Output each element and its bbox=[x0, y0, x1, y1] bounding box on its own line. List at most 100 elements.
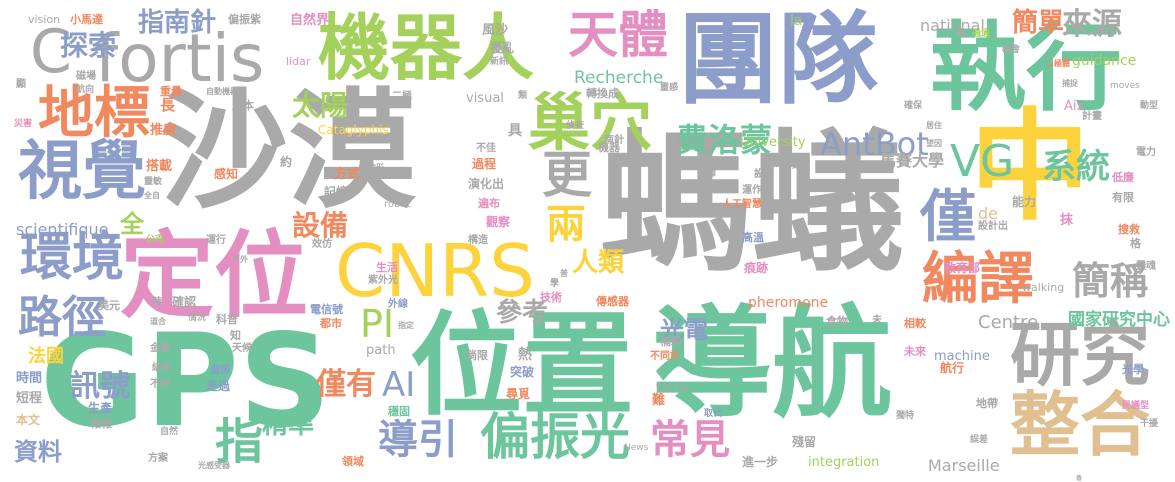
word-xiaomada: 小馬達 bbox=[70, 13, 103, 26]
word-tupo: 突破 bbox=[510, 365, 535, 379]
word-xian: 顯 bbox=[16, 79, 26, 90]
word-university: University bbox=[740, 135, 806, 150]
word-ge: 格 bbox=[1130, 237, 1141, 250]
word-ganzhi: 感知 bbox=[214, 167, 239, 181]
word-linggan: 靈感 bbox=[660, 83, 679, 93]
word-weizhi: 位置 bbox=[410, 301, 634, 431]
word-wei: 未 bbox=[872, 315, 882, 326]
word-yunzuo: 運作 bbox=[742, 185, 762, 196]
word-xinxun: 新訊 bbox=[490, 57, 509, 67]
word-la: la bbox=[790, 13, 803, 29]
word-linghun: 靈魂 bbox=[1136, 261, 1156, 272]
word-butongyu: 不同於 bbox=[650, 351, 680, 362]
word-xiang: 香 bbox=[1076, 475, 1083, 482]
word-bianbu: 遍布 bbox=[478, 197, 500, 210]
word-rengong: 人工智慧 bbox=[722, 199, 762, 210]
word-guancha: 觀察 bbox=[486, 215, 511, 229]
word-pi: PI bbox=[360, 302, 395, 346]
word-cataglyphis: Cataglyphis bbox=[318, 123, 389, 137]
word-ziranjie: 自然界 bbox=[290, 13, 330, 28]
word-shebei: 設備 bbox=[292, 209, 349, 242]
word-ganrao: 干擾 bbox=[1140, 419, 1159, 429]
word-juzhu: 居住 bbox=[926, 121, 942, 130]
word-pianzhenzi: 偏振紫 bbox=[228, 13, 261, 26]
word-baobao: 報報 bbox=[90, 417, 112, 430]
word-zouguo: 走過 bbox=[206, 379, 231, 393]
word-ju: 具 bbox=[508, 123, 522, 139]
word-zhenghe: 整合 bbox=[1010, 384, 1150, 466]
word-guidance: guidance bbox=[1072, 53, 1137, 69]
word-zhi: 指 bbox=[215, 414, 264, 470]
word-pianzhen: 偏振 bbox=[210, 365, 230, 376]
word-news: News bbox=[624, 443, 649, 453]
word-guangdian: 光電 bbox=[660, 316, 708, 344]
word-bujia: 不佳 bbox=[476, 143, 496, 154]
word-soujiu: 搜救 bbox=[1118, 223, 1140, 236]
word-vg: VG bbox=[950, 136, 1015, 187]
word-jinshu: 金屬 bbox=[150, 343, 170, 354]
word-liang: 兩 bbox=[546, 202, 586, 248]
word-fengsha: 風沙 bbox=[482, 23, 509, 38]
word-bianyi: 編譯 bbox=[922, 247, 1034, 312]
word-gaowen: 高溫 bbox=[742, 231, 764, 244]
word-walking: walking bbox=[1022, 281, 1065, 294]
word-lujing: 路徑 bbox=[18, 292, 106, 343]
word-leida: 雷達 bbox=[780, 157, 805, 171]
word-lidar: lidar bbox=[286, 55, 311, 68]
word-wengu: 穩固 bbox=[388, 405, 410, 418]
word-mo: 抹 bbox=[1060, 213, 1074, 228]
word-canliu: 殘留 bbox=[792, 435, 817, 449]
word-antbot: AntBot bbox=[820, 125, 929, 163]
word-tianti: 天體 bbox=[568, 6, 668, 64]
word-ziran: 自然 bbox=[160, 427, 179, 437]
word-xiaofang: 效仿 bbox=[312, 239, 332, 250]
word-dazai: 搭載 bbox=[146, 159, 173, 174]
word-mayi: 螞蟻 bbox=[600, 115, 904, 292]
word-tangxian: 倘限 bbox=[466, 349, 488, 362]
word-chuanganqi: 傳感器 bbox=[596, 295, 629, 308]
word-zhixing: 執行 bbox=[930, 12, 1122, 124]
word-quebao: 確保 bbox=[904, 101, 923, 111]
word-pheromone: pheromone bbox=[748, 295, 829, 311]
word-wangyin: 望因 bbox=[926, 139, 942, 148]
word-tianhou: 天候 bbox=[232, 343, 252, 354]
word-zhencha: 偵查 bbox=[566, 121, 585, 131]
word-hangxiang: 航向 bbox=[76, 85, 95, 95]
word-guocheng: 過程 bbox=[472, 157, 497, 171]
word-zhi2: 知 bbox=[230, 329, 241, 342]
word-machine: machine bbox=[934, 349, 990, 364]
word-gps: GPS bbox=[40, 307, 332, 456]
word-jihua: 計畫 bbox=[1082, 111, 1102, 122]
word-shenghuo: 生活 bbox=[376, 261, 398, 274]
word-jiaoyubu: 教育部 bbox=[944, 261, 981, 275]
word-weilai: 未來 bbox=[904, 345, 926, 358]
word-cichang: 磁場 bbox=[76, 71, 96, 82]
word-dingwei: 定位 bbox=[120, 222, 309, 331]
word-dianxinhao: 電信號 bbox=[310, 303, 343, 316]
word-jingzhun: 精準 bbox=[262, 410, 315, 440]
word-dianli: 電力 bbox=[1136, 147, 1156, 158]
word-zaihai: 災害 bbox=[14, 119, 33, 129]
word-shi: 時 bbox=[152, 297, 162, 308]
word-ziwaiguang: 紫外光 bbox=[368, 275, 398, 286]
word-ai: AI bbox=[382, 365, 416, 405]
word-kepu: 科普 bbox=[216, 313, 238, 326]
word-lei: 類 bbox=[518, 91, 528, 101]
word-xitong: 系統 bbox=[1042, 147, 1110, 187]
word-de: de bbox=[978, 204, 998, 223]
word-masai: 馬賽大學 bbox=[880, 151, 945, 170]
word-zidong: 自動機器人 bbox=[206, 87, 246, 96]
word-queren: 確認 bbox=[172, 295, 197, 309]
word-duancheng: 短程 bbox=[16, 391, 43, 406]
word-daohe: 道合 bbox=[150, 317, 166, 326]
word-dushi: 都市 bbox=[320, 317, 342, 330]
word-zhuanhuan: 轉換成 bbox=[586, 87, 619, 100]
word-pianzhenguang: 偏振光 bbox=[480, 408, 630, 466]
word-zhongliang: 重量 bbox=[160, 85, 182, 98]
word-zhong: 中 bbox=[970, 98, 1090, 237]
word-c: C bbox=[30, 17, 72, 87]
word-dilian: 低廉 bbox=[1112, 171, 1134, 184]
word-fangan: 方案 bbox=[148, 453, 168, 464]
word-meiyuan: 美元 bbox=[98, 299, 120, 312]
word-quanzi: 全自 bbox=[144, 191, 160, 200]
